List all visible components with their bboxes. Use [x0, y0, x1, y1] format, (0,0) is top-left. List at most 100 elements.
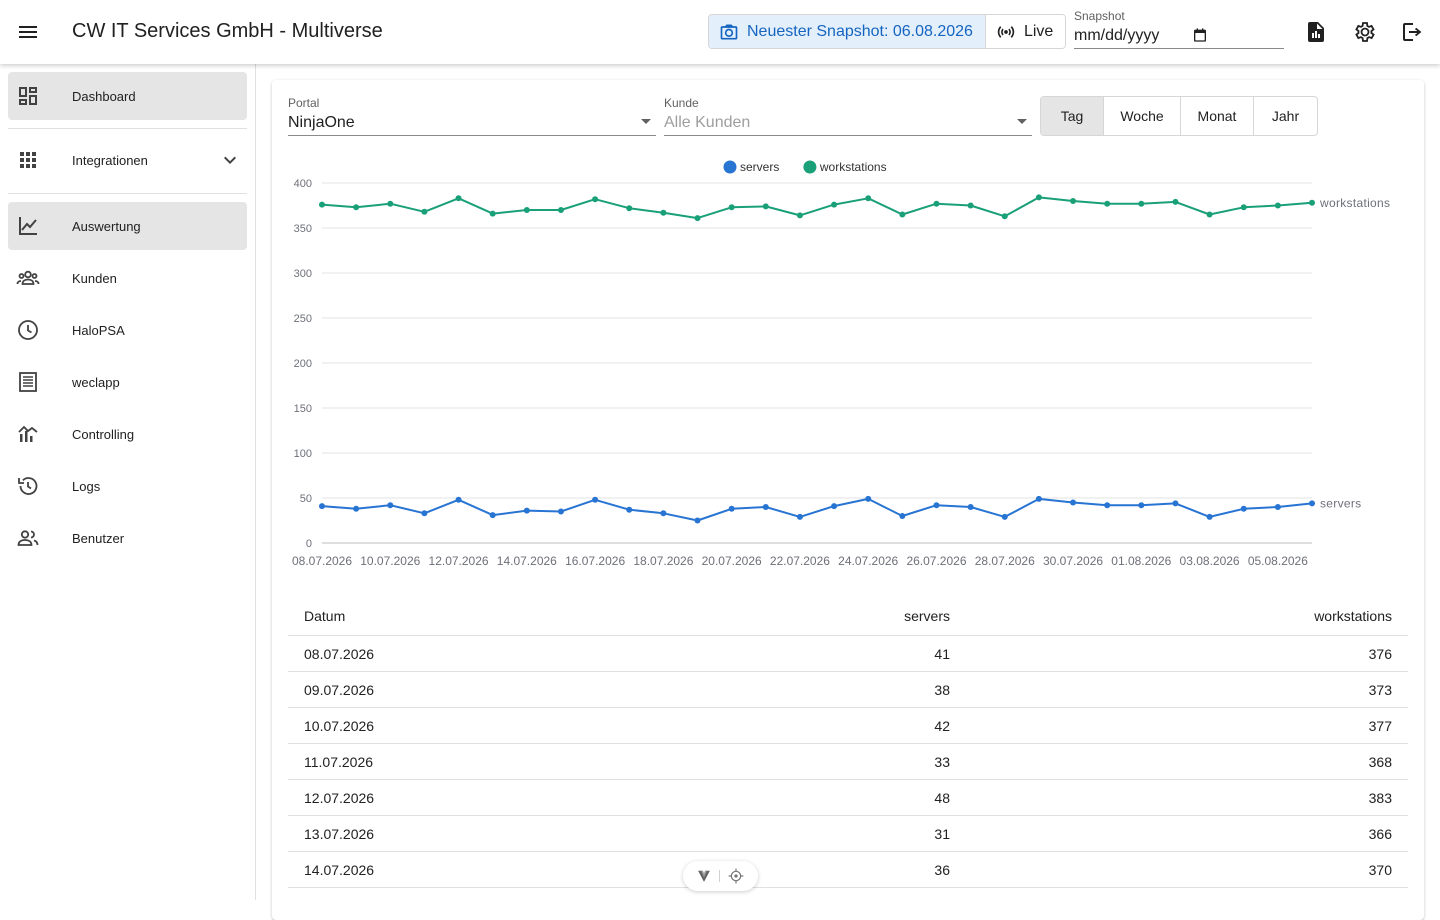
sidebar-item-kunden[interactable]: Kunden [8, 254, 247, 302]
table-row: 11.07.2026 33 368 [288, 744, 1408, 780]
data-point-servers [1172, 500, 1179, 507]
caret-down-icon [1016, 118, 1028, 126]
table-row: 14.07.2026 36 370 [288, 852, 1408, 888]
column-header-workstations[interactable]: workstations [1314, 608, 1392, 624]
data-point-servers [762, 504, 769, 510]
y-tick-label: 300 [294, 268, 312, 280]
cell-datum: 12.07.2026 [304, 790, 375, 806]
vuetify-logo-icon[interactable] [697, 869, 711, 883]
sidebar-item-halopsa[interactable]: HaloPSA [8, 306, 247, 354]
calendar-icon[interactable] [1192, 27, 1208, 43]
data-point-workstations [1240, 204, 1247, 211]
data-point-workstations [1274, 202, 1281, 209]
data-point-workstations [557, 207, 564, 213]
sidebar-item-dashboard[interactable]: Dashboard [8, 72, 247, 120]
latest-snapshot-button[interactable]: Neuester Snapshot: 06.08.2026 [709, 15, 986, 48]
period-monat-button[interactable]: Monat [1181, 97, 1254, 135]
data-point-servers [557, 508, 564, 515]
data-point-workstations [660, 209, 667, 216]
target-icon[interactable] [728, 868, 744, 884]
caret-down-icon [640, 118, 652, 126]
data-point-workstations [1309, 199, 1315, 206]
x-tick-label: 30.07.2026 [1043, 554, 1103, 568]
sidebar: Dashboard Integrationen Auswertung Kunde… [0, 64, 256, 900]
x-tick-label: 03.08.2026 [1180, 554, 1240, 568]
portal-select-value: NinjaOne [288, 114, 355, 131]
x-tick-label: 18.07.2026 [633, 554, 693, 568]
live-button[interactable]: Live [985, 15, 1066, 48]
report-icon[interactable] [1302, 18, 1330, 46]
chart-svg: 0 50 100 150 200 250 300 350 400 08.07.2026 10.07.… [292, 160, 1390, 568]
series-line-workstations [321, 196, 1313, 220]
data-point-servers [489, 512, 496, 519]
cell-datum: 11.07.2026 [304, 754, 374, 770]
x-tick-label: 05.08.2026 [1248, 554, 1308, 568]
data-point-servers [1035, 495, 1042, 502]
y-tick-label: 350 [294, 223, 312, 235]
sidebar-item-label: Kunden [72, 271, 117, 286]
cell-datum: 09.07.2026 [304, 682, 375, 698]
menu-icon[interactable] [12, 16, 44, 48]
sidebar-divider [8, 193, 247, 194]
cell-workstations: 366 [1368, 826, 1392, 842]
portal-select[interactable]: Portal NinjaOne [288, 96, 656, 136]
data-point-workstations [1206, 211, 1213, 218]
data-point-servers [1001, 513, 1008, 520]
x-tick-label: 22.07.2026 [770, 554, 830, 568]
logout-icon[interactable] [1398, 18, 1426, 46]
data-point-servers [523, 507, 530, 514]
cell-servers: 38 [934, 682, 950, 698]
data-table: Datum servers workstations 08.07.2026 41… [288, 596, 1408, 888]
snapshot-date-field[interactable]: Snapshot mm/dd/yyyy [1074, 8, 1284, 49]
data-point-workstations [967, 202, 974, 209]
table-header: Datum servers workstations [288, 596, 1408, 636]
chevron-down-icon[interactable] [218, 148, 242, 172]
data-point-servers [592, 496, 599, 503]
sidebar-divider [8, 128, 247, 129]
y-tick-label: 0 [306, 538, 312, 550]
table-row: 10.07.2026 42 377 [288, 708, 1408, 744]
data-point-workstations [523, 207, 530, 213]
sidebar-item-label: Integrationen [72, 153, 148, 168]
snapshot-date-input[interactable]: mm/dd/yyyy [1074, 27, 1160, 44]
data-point-servers [455, 496, 462, 503]
period-woche-button[interactable]: Woche [1104, 97, 1181, 135]
period-tag-button[interactable]: Tag [1041, 97, 1104, 135]
sidebar-item-integrationen[interactable]: Integrationen [8, 136, 247, 184]
data-point-servers [353, 505, 360, 512]
cell-workstations: 376 [1368, 646, 1392, 662]
data-point-workstations [1035, 194, 1042, 201]
data-point-servers [1309, 500, 1315, 507]
x-tick-label: 14.07.2026 [497, 554, 557, 568]
floating-toolbar [683, 861, 758, 891]
x-tick-label: 16.07.2026 [565, 554, 625, 568]
list-document-icon [16, 370, 40, 394]
y-tick-label: 50 [300, 493, 312, 505]
kunde-select-label: Kunde [664, 96, 699, 110]
sidebar-item-label: HaloPSA [72, 323, 125, 338]
sidebar-item-label: weclapp [72, 375, 120, 390]
column-header-servers[interactable]: servers [904, 608, 950, 624]
customers-icon [16, 266, 40, 290]
data-point-workstations [421, 208, 428, 215]
sidebar-item-auswertung[interactable]: Auswertung [8, 202, 247, 250]
cell-datum: 08.07.2026 [304, 646, 375, 662]
cell-servers: 33 [934, 754, 950, 770]
data-point-servers [899, 513, 906, 519]
sidebar-item-weclapp[interactable]: weclapp [8, 358, 247, 406]
sidebar-item-controlling[interactable]: Controlling [8, 410, 247, 458]
data-point-servers [1138, 502, 1145, 509]
sidebar-item-logs[interactable]: Logs [8, 462, 247, 510]
column-header-datum[interactable]: Datum [304, 608, 346, 624]
latest-snapshot-label: Neuester Snapshot: 06.08.2026 [747, 22, 973, 40]
series-end-label-workstations: workstations [1319, 196, 1390, 210]
controlling-chart-icon [16, 422, 40, 446]
period-jahr-button[interactable]: Jahr [1271, 108, 1300, 124]
cell-workstations: 368 [1368, 754, 1392, 770]
y-tick-label: 150 [294, 403, 312, 415]
sidebar-item-label: Dashboard [72, 89, 136, 104]
table-row: 08.07.2026 41 376 [288, 636, 1408, 672]
sidebar-item-benutzer[interactable]: Benutzer [8, 514, 247, 562]
kunde-select[interactable]: Kunde Alle Kunden [664, 96, 1032, 136]
settings-icon[interactable] [1350, 18, 1378, 46]
